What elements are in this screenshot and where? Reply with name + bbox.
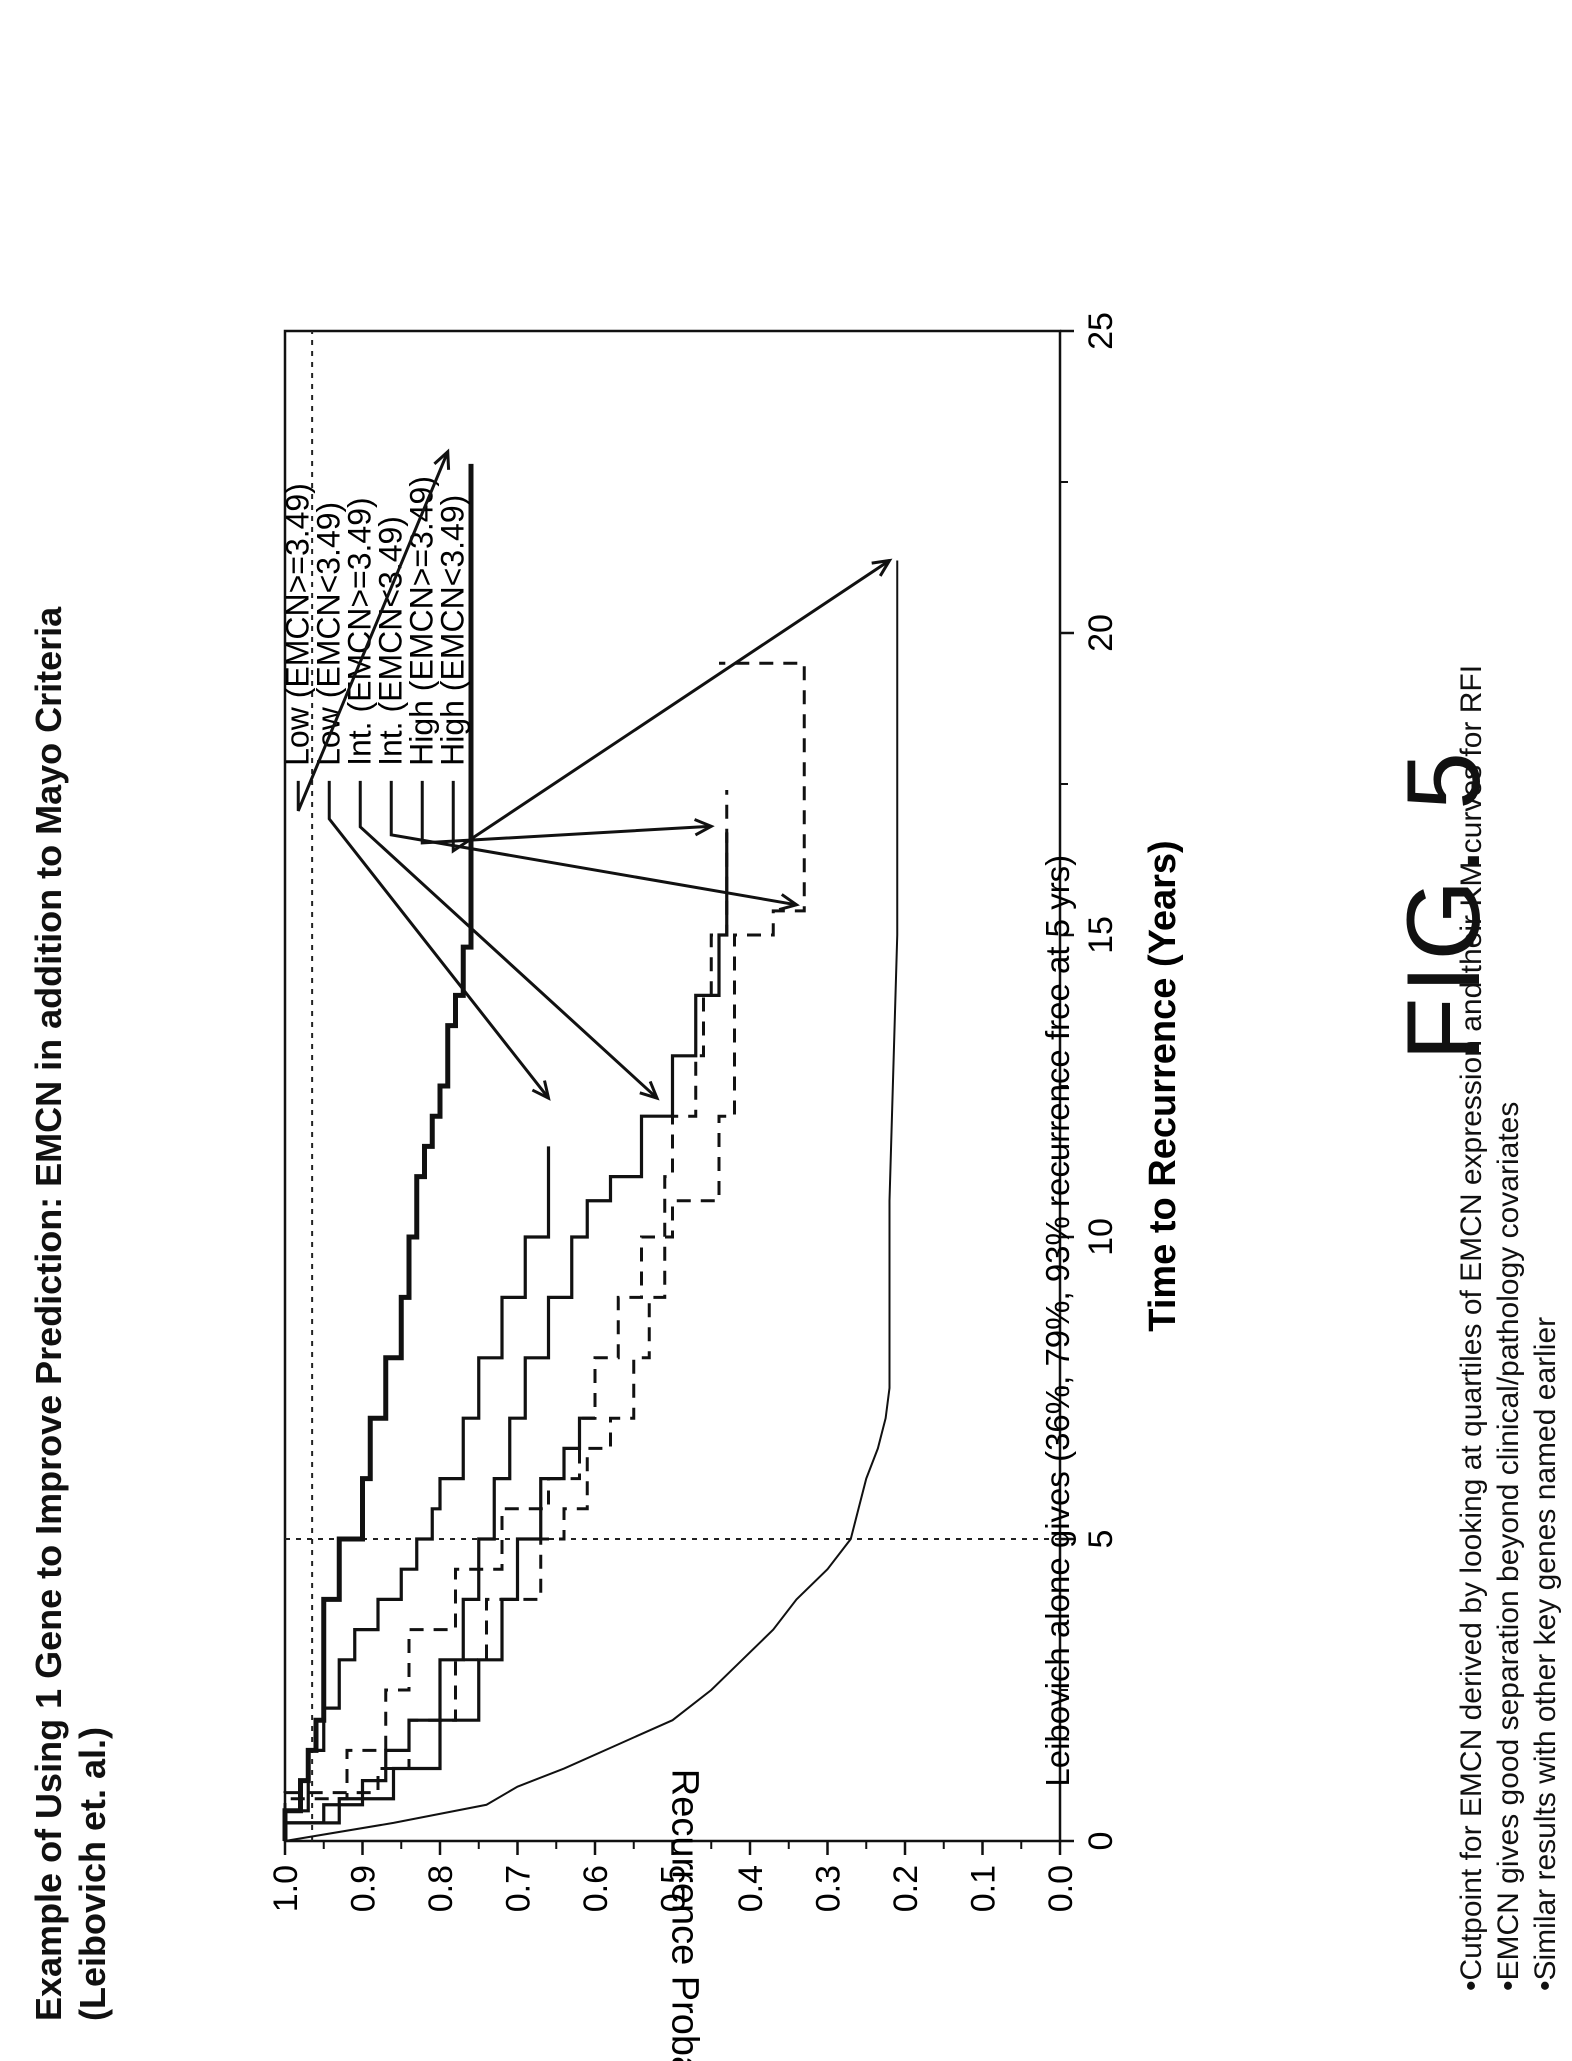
bullet-1: •Cutpoint for EMCN derived by looking at… [1455,664,1488,1991]
y-axis-label: Recurrence Probability [664,1769,706,2061]
x-tick-label: 5 [1082,1530,1120,1549]
y-tick-label: 0.4 [732,1865,770,1912]
km-curve-low-lt [283,1146,551,1841]
km-curve-leibovich [284,560,899,1842]
legend-arrow [389,780,797,907]
legend-label: Low (EMCN<3.49) [310,502,346,766]
chart-axes: 0 5 10 15 20 25 0.0 0.1 0.2 0.3 0.4 0.5 0.6 0.7 0.8 0.9… [267,312,1120,1912]
y-tick-label: 0.7 [500,1865,538,1912]
legend-arrowhead [693,818,715,837]
legend-arrow [296,451,450,812]
y-tick-label: 0.3 [810,1865,848,1912]
y-tick-label: 0.2 [887,1865,925,1912]
x-tick-label: 15 [1082,916,1120,954]
km-curve-low-ge [282,463,474,1841]
chart-labels: Time to Recurrence (Years) Recurrence Pro… [279,448,1184,2061]
legend-arrowhead [639,1080,660,1101]
bullet-2: •EMCN gives good separation beyond clini… [1492,1101,1525,1991]
y-tick-label: 0.0 [1042,1865,1080,1912]
y-tick-label: 0.5 [655,1865,693,1912]
legend-label: High (EMCN>=3.49) [403,476,439,766]
legend-arrowhead [433,448,451,470]
x-tick-label: 10 [1082,1218,1120,1256]
legend-arrow [327,780,550,1100]
legend-arrowhead [531,1080,551,1101]
x-axis-label: Time to Recurrence (Years) [1142,840,1184,1331]
legend-label: Low (EMCN>=3.49) [279,483,315,766]
legend-label: Int. (EMCN>=3.49) [341,497,377,766]
legend-arrow [451,559,891,854]
y-tick-label: 0.8 [422,1865,460,1912]
x-tick-label: 25 [1082,312,1120,350]
bullet-3: •Similar results with other key genes na… [1529,1316,1562,1991]
x-tick-label: 0 [1082,1832,1120,1851]
legend-arrowhead [871,558,893,577]
x-tick-label: 20 [1082,614,1120,652]
km-curve-high-lt [283,661,806,1841]
legend-arrow [358,780,659,1100]
km-curve-int-lt [283,1416,595,1841]
km-curve-high-ge [283,790,729,1841]
legend-arrows [296,448,893,1101]
legend-arrowhead [778,893,800,912]
legend-label: High (EMCN<3.49) [434,495,470,766]
y-tick-label: 1.0 [267,1865,305,1912]
y-tick-label: 0.6 [577,1865,615,1912]
y-tick-label: 0.9 [345,1865,383,1912]
km-curve-int-ge [283,832,729,1841]
chart-curves [282,463,899,1842]
legend-arrow [420,780,712,845]
annotation-leibovich: Leibovich alone gives (36%, 79%, 93% rec… [1039,855,1076,1787]
y-tick-label: 0.1 [965,1865,1003,1912]
